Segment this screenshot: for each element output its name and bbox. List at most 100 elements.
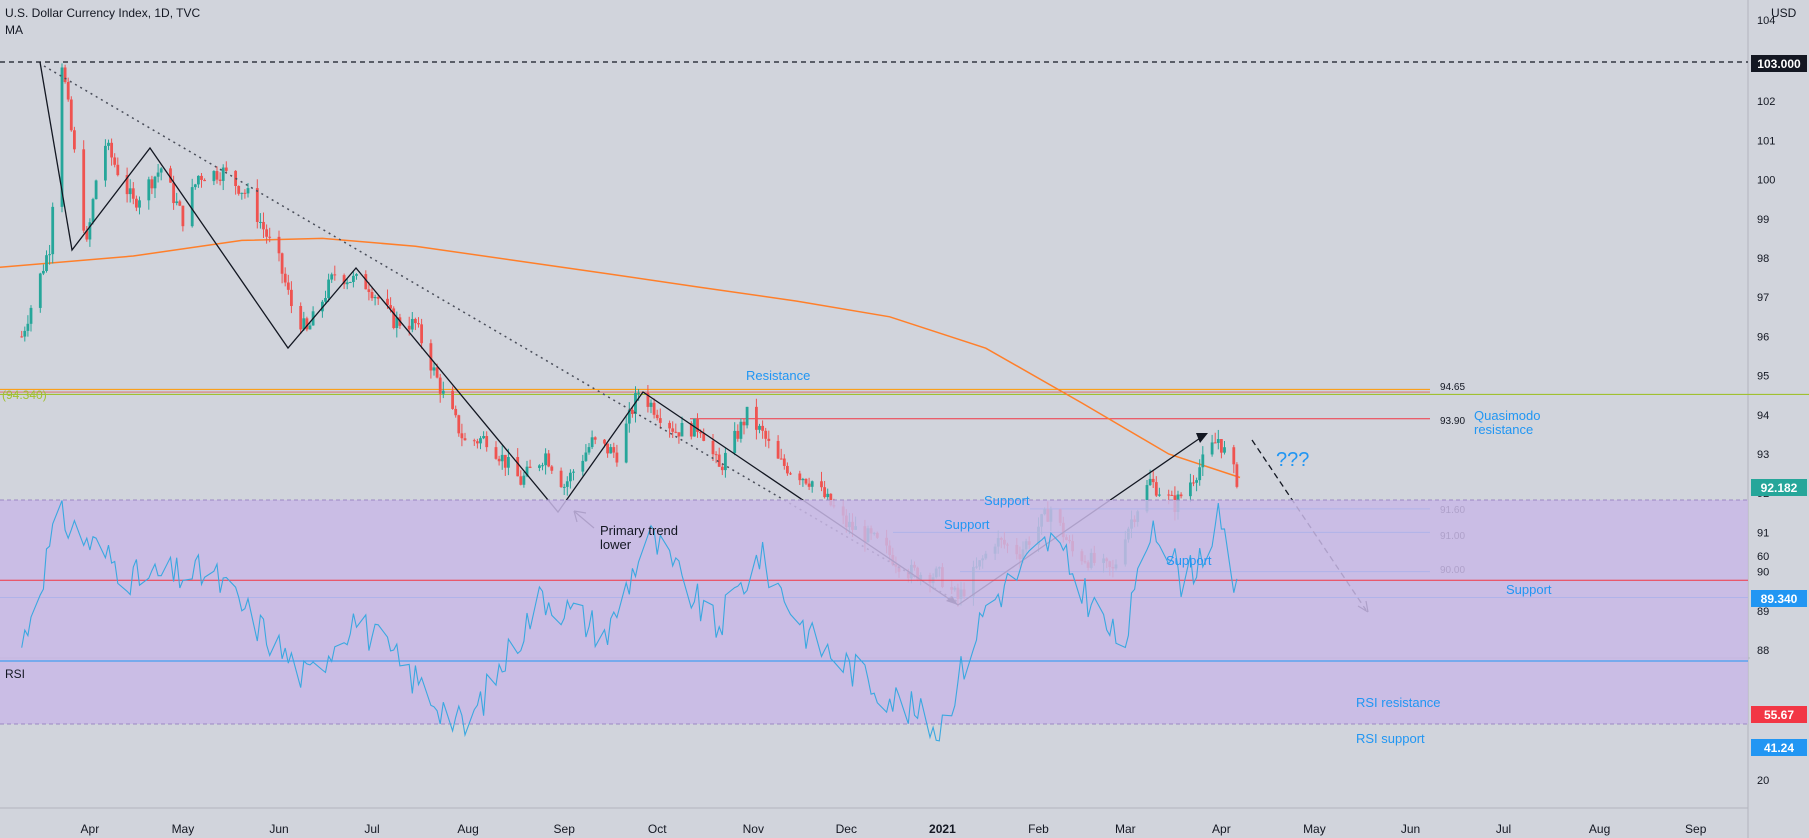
candle [1210, 434, 1214, 457]
primary-trend-line1: Primary trend [600, 523, 678, 538]
candle-body [714, 454, 718, 456]
candle [472, 438, 476, 446]
rsi-indicator-label[interactable]: RSI [5, 667, 25, 681]
candle [138, 196, 141, 215]
time-tick-12: Apr [1212, 822, 1231, 836]
candle [280, 252, 284, 284]
support-label-9160: Support [984, 493, 1030, 508]
candle-body [150, 179, 154, 189]
price-badges: 103.000 92.182 89.340 55.67 41.24 (94.34… [2, 55, 1807, 756]
candle-body [286, 282, 290, 290]
candle [507, 448, 510, 476]
candle-body [333, 274, 337, 276]
candle-body [367, 289, 371, 293]
candle-body [48, 254, 51, 256]
candle-body [603, 439, 606, 444]
candle-body [724, 452, 727, 471]
price-tick-94: 94 [1757, 410, 1769, 422]
time-tick-9: 2021 [929, 822, 956, 836]
candle [562, 483, 566, 495]
price-tick-90: 90 [1757, 567, 1769, 579]
candle-body [417, 323, 420, 325]
candle-body [779, 458, 783, 460]
candle-body [237, 186, 241, 194]
candle [745, 406, 749, 429]
candle-body [755, 406, 758, 430]
candle [305, 316, 309, 332]
candle [193, 183, 197, 190]
candle-body [88, 222, 92, 240]
candle-body [175, 201, 179, 204]
ma-indicator-label[interactable]: MA [5, 23, 23, 37]
candle [550, 465, 554, 474]
candle-body [572, 471, 575, 473]
time-tick-8: Dec [836, 822, 857, 836]
candle [1154, 476, 1158, 497]
candle [720, 463, 724, 476]
candle-body [786, 465, 789, 474]
candle [324, 290, 327, 305]
chart-header: U.S. Dollar Currency Index, 1D, TVC MA R… [5, 6, 1797, 681]
candle [1195, 477, 1198, 492]
candle-body [798, 473, 802, 481]
candle-body [1179, 494, 1183, 497]
candle [116, 157, 120, 177]
candle [414, 317, 417, 331]
candle [826, 488, 830, 500]
candle [243, 189, 247, 199]
badge-rsi-support-text: 41.24 [1764, 741, 1794, 755]
candle [286, 274, 290, 295]
candle [85, 226, 89, 242]
candle [451, 386, 454, 410]
candle [224, 161, 228, 174]
candle-body [376, 296, 380, 299]
candle [348, 281, 352, 284]
candle-body [711, 440, 715, 455]
candle-body [69, 99, 73, 131]
candle [212, 170, 216, 186]
candle-body [1170, 494, 1174, 496]
candle [717, 447, 721, 467]
candle [547, 449, 551, 468]
candle-body [699, 431, 702, 434]
price-tick-104: 104 [1757, 15, 1775, 27]
candle-body [280, 253, 284, 274]
candle-body [364, 274, 368, 290]
candle-body [826, 493, 830, 498]
candle-body [255, 188, 259, 222]
candle [1235, 462, 1239, 489]
time-tick-4: Aug [457, 822, 478, 836]
time-tick-14: Jun [1401, 822, 1420, 836]
candle [1158, 487, 1161, 497]
candle [26, 315, 30, 337]
candle [290, 281, 293, 314]
candle-body [407, 325, 411, 330]
candle [522, 472, 526, 488]
candle-body [342, 275, 346, 285]
symbol-title[interactable]: U.S. Dollar Currency Index, 1D, TVC [5, 6, 201, 20]
candle [528, 459, 532, 469]
candle [370, 286, 374, 301]
candle-body [218, 179, 222, 181]
candle [259, 213, 262, 229]
candle-body [1158, 494, 1161, 496]
candle [190, 178, 194, 228]
candle-body [290, 289, 293, 307]
candle [69, 96, 73, 132]
candle [1170, 490, 1174, 496]
rsi-tick-20: 20 [1757, 775, 1769, 787]
candle-body [1151, 478, 1155, 483]
candle-body [674, 431, 678, 433]
candle-body [147, 179, 151, 201]
time-tick-17: Sep [1685, 822, 1707, 836]
candle-body [386, 298, 389, 306]
candle-body [308, 325, 312, 330]
candle [593, 436, 597, 445]
candle [519, 470, 523, 486]
candle-body [627, 409, 631, 424]
candle-body [494, 447, 498, 459]
candle-body [655, 414, 659, 419]
candle [724, 447, 727, 478]
candle [1179, 492, 1183, 499]
